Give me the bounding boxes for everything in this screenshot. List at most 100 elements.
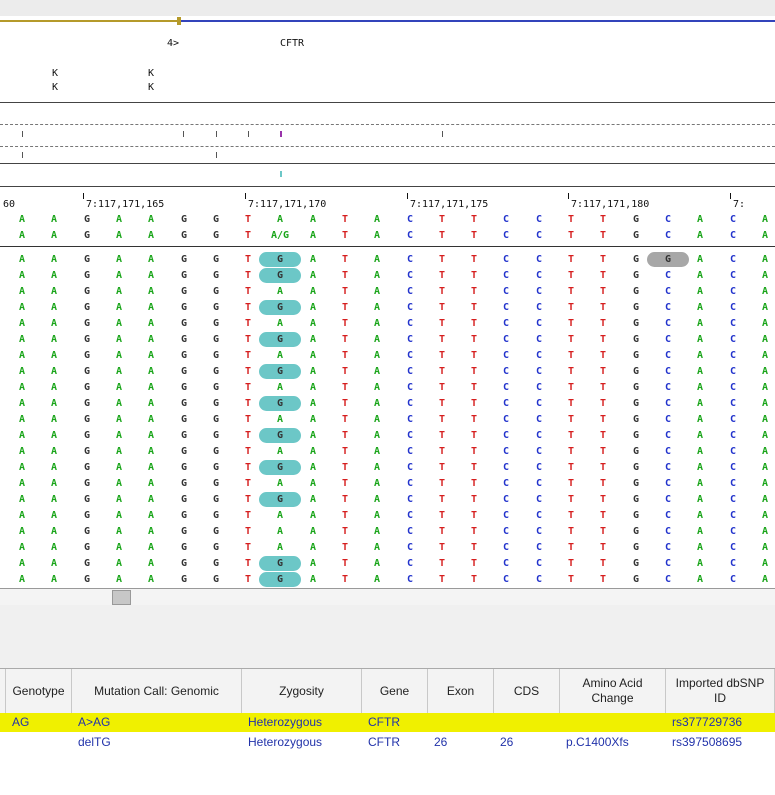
read-base: T: [438, 414, 446, 425]
header-amino-acid-change[interactable]: Amino Acid Change: [560, 669, 666, 713]
read-base: A: [115, 366, 123, 377]
read-base: T: [341, 430, 349, 441]
read-base: C: [406, 366, 414, 377]
read-base: A: [761, 350, 769, 361]
read-base: C: [502, 382, 510, 393]
header-dbsnp-id[interactable]: Imported dbSNP ID: [666, 669, 775, 713]
read-base: C: [729, 382, 737, 393]
read-base: C: [406, 254, 414, 265]
table-cell[interactable]: rs377729736: [672, 715, 743, 729]
read-base: A: [373, 398, 381, 409]
read-base: A: [373, 446, 381, 457]
read-base: A: [276, 526, 284, 537]
read-base: A: [309, 574, 317, 585]
read-base: G: [83, 574, 91, 585]
read-base: C: [729, 526, 737, 537]
read-base: T: [341, 542, 349, 553]
header-exon[interactable]: Exon: [428, 669, 494, 713]
read-base: A: [147, 542, 155, 553]
read-base-variant: G: [276, 366, 284, 377]
table-cell[interactable]: CFTR: [368, 735, 400, 749]
read-base: T: [599, 526, 607, 537]
read-base: A: [309, 350, 317, 361]
read-base: C: [502, 510, 510, 521]
table-cell[interactable]: AG: [12, 715, 30, 729]
read-base: A: [50, 302, 58, 313]
table-row[interactable]: [0, 733, 775, 752]
read-base: A: [50, 478, 58, 489]
read-base: A: [373, 334, 381, 345]
read-base: A: [147, 526, 155, 537]
read-base: A: [147, 302, 155, 313]
read-base: C: [535, 558, 543, 569]
table-row-selected[interactable]: [0, 713, 775, 732]
read-base: T: [244, 398, 252, 409]
table-cell[interactable]: 26: [500, 735, 514, 749]
read-base: A: [696, 286, 704, 297]
read-base: C: [502, 574, 510, 585]
table-cell[interactable]: rs397508695: [672, 735, 743, 749]
consensus-base: T: [341, 230, 349, 241]
read-base: A: [696, 302, 704, 313]
read-base: A: [696, 430, 704, 441]
table-cell[interactable]: 26: [434, 735, 448, 749]
read-base: C: [729, 334, 737, 345]
read-base: G: [180, 542, 188, 553]
header-zygosity[interactable]: Zygosity: [242, 669, 362, 713]
read-base: T: [244, 318, 252, 329]
read-base: T: [599, 478, 607, 489]
read-base: T: [438, 318, 446, 329]
gene-label[interactable]: CFTR: [280, 38, 305, 49]
read-base: T: [599, 398, 607, 409]
table-cell[interactable]: Heterozygous: [248, 715, 323, 729]
read-base: A: [696, 494, 704, 505]
read-base: A: [309, 494, 317, 505]
coordinate-tick: [407, 193, 408, 199]
read-base: A: [309, 286, 317, 297]
read-base: T: [599, 382, 607, 393]
read-base: A: [309, 318, 317, 329]
read-base-variant: G: [276, 462, 284, 473]
scrollbar-thumb[interactable]: [112, 590, 131, 605]
read-base: G: [632, 494, 640, 505]
table-cell[interactable]: A>AG: [78, 715, 111, 729]
read-base: A: [309, 430, 317, 441]
read-base: A: [761, 254, 769, 265]
read-base: A: [115, 446, 123, 457]
variant-highlight: [259, 300, 301, 315]
read-base: G: [632, 270, 640, 281]
read-base: C: [664, 526, 672, 537]
read-base: T: [567, 334, 575, 345]
read-base: T: [341, 270, 349, 281]
read-base: G: [632, 558, 640, 569]
read-base: C: [502, 334, 510, 345]
read-base: C: [535, 382, 543, 393]
reference-base: T: [244, 214, 252, 225]
read-base: C: [535, 350, 543, 361]
table-cell[interactable]: delTG: [78, 735, 111, 749]
read-base: A: [761, 398, 769, 409]
read-base: T: [244, 254, 252, 265]
read-base: A: [309, 478, 317, 489]
variant-highlight: [259, 492, 301, 507]
table-cell[interactable]: CFTR: [368, 715, 400, 729]
read-base: T: [341, 478, 349, 489]
header-gene[interactable]: Gene: [362, 669, 428, 713]
read-base: T: [567, 350, 575, 361]
read-base: A: [115, 510, 123, 521]
read-base: G: [212, 446, 220, 457]
read-base: G: [212, 270, 220, 281]
read-base: T: [244, 510, 252, 521]
table-cell[interactable]: p.C1400Xfs: [566, 735, 629, 749]
read-base: C: [535, 334, 543, 345]
reference-base: T: [341, 214, 349, 225]
header-mutation-call[interactable]: Mutation Call: Genomic: [72, 669, 242, 713]
variant-highlight: [259, 332, 301, 347]
read-base: A: [18, 478, 26, 489]
table-cell[interactable]: Heterozygous: [248, 735, 323, 749]
header-genotype[interactable]: Genotype: [6, 669, 72, 713]
read-base: G: [83, 270, 91, 281]
read-base: A: [18, 254, 26, 265]
header-cds[interactable]: CDS: [494, 669, 560, 713]
read-base: T: [470, 574, 478, 585]
